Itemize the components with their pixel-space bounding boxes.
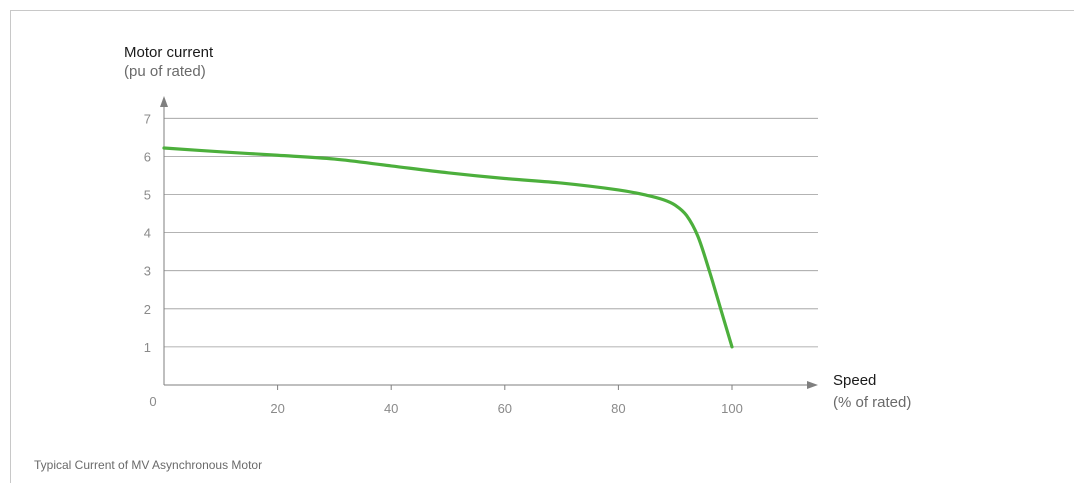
y-tick-label: 7 <box>144 111 151 126</box>
x-tick-label: 40 <box>384 401 398 416</box>
x-tick-label: 100 <box>721 401 743 416</box>
x-axis-unit: (% of rated) <box>833 394 912 411</box>
y-tick-label: 3 <box>144 264 151 279</box>
y-tick-label: 4 <box>144 226 151 241</box>
y-tick-label: 2 <box>144 302 151 317</box>
series-line-0 <box>162 146 734 349</box>
x-axis-arrow-icon <box>807 381 818 389</box>
y-tick-label: 1 <box>144 340 151 355</box>
figure-caption: Typical Current of MV Asynchronous Motor <box>34 458 263 472</box>
origin-label: 0 <box>149 394 156 409</box>
y-axis-arrow-icon <box>160 96 168 107</box>
y-tick-label: 5 <box>144 188 151 203</box>
y-tick-label: 6 <box>144 149 151 164</box>
x-tick-label: 20 <box>270 401 284 416</box>
x-tick-label: 80 <box>611 401 625 416</box>
x-axis-title: Speed <box>833 372 877 389</box>
y-axis-unit: (pu of rated) <box>124 63 206 80</box>
x-tick-label: 60 <box>498 401 512 416</box>
y-axis-title: Motor current <box>124 44 214 61</box>
figure-frame <box>10 10 1074 483</box>
